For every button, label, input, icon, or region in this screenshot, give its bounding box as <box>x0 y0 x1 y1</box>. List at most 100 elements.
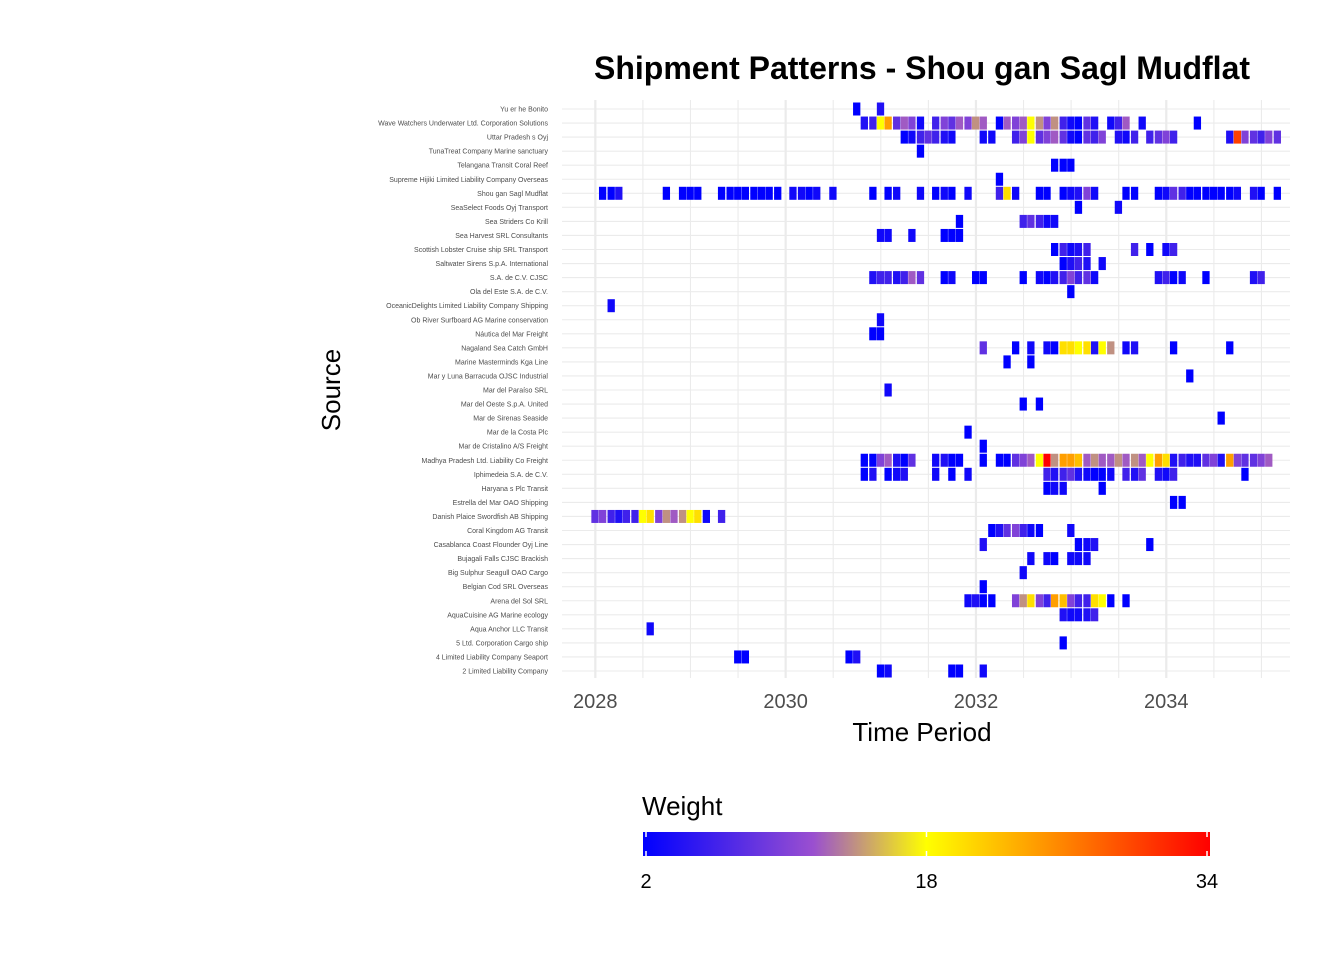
heatmap-cell <box>1043 341 1051 355</box>
heatmap-cell <box>741 650 750 664</box>
heatmap-cell <box>1122 341 1130 355</box>
heatmap-cell <box>1217 186 1225 200</box>
heatmap-cell <box>1074 538 1083 552</box>
heatmap-cell <box>884 383 892 397</box>
y-tick-label: Coral Kingdom AG Transit <box>467 528 548 535</box>
heatmap-cell <box>1233 453 1242 467</box>
heatmap-cell <box>1019 116 1027 130</box>
heatmap-cell <box>1265 130 1273 144</box>
x-axis-tick-labels: 2028 2030 2032 2034 <box>573 691 1188 713</box>
heatmap-cell <box>1074 243 1083 256</box>
heatmap-cell <box>1202 271 1210 285</box>
heatmap-cell <box>955 116 964 130</box>
y-tick-label: Uttar Pradesh s Oyj <box>487 135 549 142</box>
heatmap-cell <box>1059 243 1067 256</box>
heatmap-cell <box>1114 453 1123 467</box>
heatmap-cell <box>607 186 615 200</box>
heatmap-cell <box>853 650 861 664</box>
heatmap-cell <box>869 467 877 481</box>
heatmap-cell <box>1043 594 1051 608</box>
heatmap-cell <box>1226 130 1234 144</box>
heatmap-cell <box>1202 453 1210 467</box>
heatmap-cell <box>1035 116 1044 130</box>
heatmap-cell <box>908 116 916 130</box>
heatmap-cell <box>1074 594 1083 608</box>
heatmap-cell <box>1019 271 1027 285</box>
x-tick-label: 2030 <box>763 691 808 713</box>
y-tick-label: Estrella del Mar OAO Shipping <box>453 500 548 507</box>
heatmap-cell <box>1107 341 1115 355</box>
heatmap-cell <box>955 214 964 228</box>
heatmap-cell <box>1162 130 1170 144</box>
heatmap-cell <box>1059 341 1067 355</box>
heatmap-cell <box>1067 608 1075 622</box>
heatmap-cell <box>1051 552 1059 566</box>
heatmap-cell <box>1217 453 1225 467</box>
heatmap-cell <box>979 341 987 355</box>
heatmap-cell <box>884 664 892 678</box>
y-axis-tick-labels: Yu er he Bonito Wave Watchers Underwater … <box>378 107 548 676</box>
heatmap-cell <box>1027 341 1035 355</box>
heatmap-cell <box>1273 186 1281 200</box>
heatmap-cell <box>1074 257 1083 271</box>
heatmap-cell <box>1027 453 1035 467</box>
heatmap-cell <box>678 186 687 200</box>
legend-ticks: 2 18 34 <box>640 832 1218 893</box>
heatmap-cell <box>1074 467 1083 481</box>
heatmap-cell <box>1074 200 1083 214</box>
heatmap-cell <box>717 186 726 200</box>
heatmap-cell <box>884 186 892 200</box>
heatmap-cell <box>1019 214 1027 228</box>
heatmap-cell <box>615 186 623 200</box>
heatmap-cell <box>1098 453 1106 467</box>
heatmap-cell <box>1067 453 1075 467</box>
heatmap-cell <box>1051 453 1059 467</box>
heatmap-cell <box>1019 594 1027 608</box>
heatmap-cell <box>598 509 607 523</box>
heatmap-cell <box>948 186 956 200</box>
y-tick-label: Supreme Hijiki Limited Liability Company… <box>389 177 548 184</box>
heatmap-cell <box>876 116 885 130</box>
heatmap-cell <box>900 116 908 130</box>
heatmap-cell <box>1035 453 1044 467</box>
heatmap-cell <box>1067 158 1075 172</box>
heatmap-cell <box>908 453 916 467</box>
heatmap-cell <box>1226 186 1234 200</box>
heatmap-cell <box>1003 116 1011 130</box>
heatmap-cell <box>932 467 940 481</box>
heatmap-cell <box>1043 481 1051 495</box>
heatmap-cell <box>1257 130 1265 144</box>
heatmap-cell <box>1130 453 1139 467</box>
heatmap-cell <box>1114 130 1123 144</box>
heatmap-cell <box>1011 341 1020 355</box>
y-tick-label: S.A. de C.V. CJSC <box>490 275 548 282</box>
heatmap-cell <box>932 116 940 130</box>
heatmap-cell <box>876 664 885 678</box>
heatmap-cell <box>1265 453 1273 467</box>
heatmap-cell <box>1138 453 1146 467</box>
heatmap-cell <box>1059 186 1067 200</box>
heatmap-cell <box>662 186 671 200</box>
y-tick-label: Saltwater Sirens S.p.A. International <box>436 261 549 268</box>
heatmap-cell <box>1067 524 1075 537</box>
heatmap-cell <box>1067 130 1075 144</box>
heatmap-cell <box>916 271 925 285</box>
heatmap-cell <box>979 439 987 453</box>
heatmap-cell <box>893 116 901 130</box>
heatmap-cell <box>869 116 877 130</box>
heatmap-cell <box>1154 467 1163 481</box>
heatmap-cell <box>1011 130 1020 144</box>
heatmap-cell <box>1249 186 1258 200</box>
heatmap-cells <box>591 102 1281 678</box>
heatmap-cell <box>1074 186 1083 200</box>
heatmap-cell <box>1122 594 1130 608</box>
heatmap-cell <box>1209 186 1218 200</box>
heatmap-cell <box>845 650 853 664</box>
heatmap-cell <box>1067 552 1075 566</box>
heatmap-cell <box>948 116 956 130</box>
heatmap-cell <box>1074 116 1083 130</box>
heatmap-cell <box>876 453 885 467</box>
y-tick-label: SeaSelect Foods Oyj Transport <box>451 205 548 212</box>
heatmap-cell <box>1027 552 1035 566</box>
heatmap-cell <box>1083 594 1091 608</box>
